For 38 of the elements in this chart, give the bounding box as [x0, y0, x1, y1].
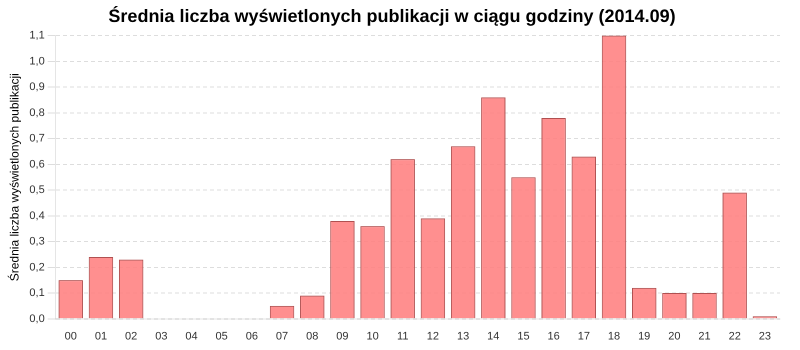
- chart-title: Średnia liczba wyświetlonych publikacji w ciągu godziny (2014.09): [108, 6, 676, 26]
- x-tick-label: 06: [246, 330, 258, 342]
- x-tick-label: 13: [456, 330, 470, 342]
- y-tick-label: 1,0: [29, 55, 45, 68]
- x-tick-label: 15: [517, 330, 530, 342]
- x-tick-label: 20: [668, 330, 680, 342]
- x-tick-label: 08: [306, 330, 318, 342]
- x-tick-label: 23: [758, 330, 772, 342]
- y-tick-label: 1,1: [29, 30, 45, 42]
- x-tick-label: 19: [638, 330, 650, 342]
- y-tick-label: 0,0: [29, 312, 45, 325]
- x-tick-label: 16: [548, 330, 560, 342]
- y-tick-label: 0,6: [29, 158, 45, 170]
- x-tick-label: 05: [216, 330, 228, 342]
- y-tick-label: 0,3: [29, 236, 45, 248]
- x-tick-label: 07: [276, 330, 288, 342]
- x-tick-label: 10: [366, 330, 379, 342]
- x-tick-label: 14: [487, 330, 500, 342]
- x-tick-label: 18: [608, 330, 620, 342]
- y-tick-label: 0,2: [29, 261, 45, 274]
- y-tick-label: 0,9: [29, 81, 45, 94]
- x-tick-label: 17: [578, 330, 590, 342]
- x-tick-label: 02: [125, 330, 138, 342]
- x-tick-label: 00: [64, 330, 77, 342]
- x-tick-label: 11: [397, 330, 408, 342]
- y-tick-label: 0,1: [29, 287, 45, 300]
- x-tick-label: 12: [426, 330, 440, 342]
- y-axis-title: Średnia liczba wyświetlonych publikacji: [8, 73, 22, 282]
- x-tick-label: 01: [94, 330, 108, 342]
- y-tick-label: 0,8: [29, 106, 45, 119]
- y-tick-label: 0,7: [29, 132, 45, 145]
- y-tick-label: 0,5: [29, 184, 45, 196]
- x-tick-label: 04: [185, 330, 198, 342]
- x-tick-label: 21: [698, 330, 711, 342]
- x-tick-label: 03: [155, 330, 168, 342]
- x-tick-label: 22: [728, 330, 741, 342]
- y-tick-label: 0,4: [29, 210, 45, 222]
- x-tick-label: 09: [336, 330, 349, 342]
